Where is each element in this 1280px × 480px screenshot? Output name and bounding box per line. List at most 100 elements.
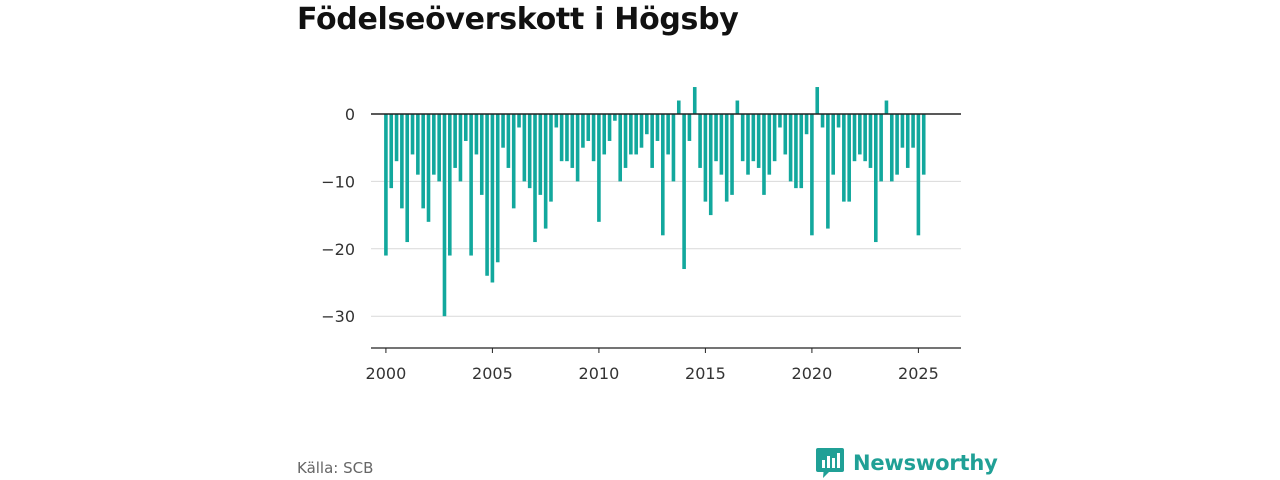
- y-tick-label: 0: [345, 105, 355, 124]
- bar: [586, 114, 591, 141]
- bar: [703, 114, 708, 202]
- bar: [698, 114, 702, 168]
- bar: [842, 114, 846, 202]
- bar: [575, 114, 580, 182]
- bar: [389, 114, 394, 189]
- chart-title: Födelseöverskott i Högsby: [297, 2, 739, 37]
- bar: [527, 114, 532, 189]
- bar: [730, 114, 734, 195]
- bar: [474, 114, 479, 155]
- bar: [767, 114, 772, 175]
- bar: [650, 114, 654, 168]
- bar: [671, 114, 676, 182]
- bar: [581, 114, 585, 148]
- bar: [905, 114, 910, 168]
- bar: [810, 114, 814, 236]
- bar: [884, 100, 889, 114]
- bar: [756, 114, 761, 168]
- bar: [522, 114, 527, 182]
- bar: [613, 114, 617, 121]
- y-tick-label: −10: [321, 172, 355, 191]
- bar: [634, 114, 638, 155]
- bar: [549, 114, 553, 202]
- bar: [394, 114, 399, 162]
- x-tick-labels: 2000 2005 2010 2015 2020 2025: [366, 364, 939, 383]
- brand-logo: Newsworthy: [815, 447, 998, 479]
- bar-series: [384, 87, 926, 317]
- bar: [400, 114, 404, 209]
- bar: [463, 114, 468, 141]
- bar: [602, 114, 607, 155]
- bar: [469, 114, 473, 256]
- brand-name: Newsworthy: [853, 451, 998, 475]
- grid-lines: [371, 180, 961, 317]
- bar: [746, 114, 750, 175]
- source-note: Källa: SCB: [297, 459, 374, 477]
- bar: [714, 114, 718, 162]
- bar: [448, 114, 452, 256]
- bar: [490, 114, 495, 283]
- bar: [559, 114, 564, 162]
- bar: [794, 114, 798, 189]
- bar: [778, 114, 782, 128]
- bar: [533, 114, 537, 243]
- bar: [485, 114, 489, 276]
- bar: [719, 114, 724, 175]
- bar: [863, 114, 867, 162]
- x-tick-label: 2025: [898, 364, 939, 383]
- bar: [458, 114, 463, 182]
- bar: [629, 114, 633, 155]
- bar: [820, 114, 825, 128]
- bar: [687, 114, 692, 141]
- bar: [426, 114, 431, 222]
- bar: [618, 114, 623, 182]
- bar: [740, 114, 745, 162]
- bar: [889, 114, 894, 182]
- bar: [565, 114, 569, 162]
- bar: [826, 114, 830, 229]
- bar: [591, 114, 596, 162]
- x-tick-label: 2015: [685, 364, 726, 383]
- bar: [432, 114, 436, 175]
- bar: [405, 114, 410, 243]
- y-tick-label: −30: [321, 307, 355, 326]
- bar: [879, 114, 883, 182]
- bar: [410, 114, 415, 155]
- bar: [799, 114, 804, 189]
- x-tick-label: 2020: [792, 364, 833, 383]
- bar: [921, 114, 926, 175]
- bar: [570, 114, 575, 168]
- bar-chart-speech-bubble-icon: [816, 448, 844, 478]
- bar: [874, 114, 878, 243]
- bar: [724, 114, 729, 202]
- axes: [371, 113, 961, 353]
- bar: [645, 114, 649, 135]
- bar: [416, 114, 420, 175]
- y-tick-label: −20: [321, 240, 355, 259]
- bar: [783, 114, 788, 155]
- bar: [916, 114, 921, 236]
- bar: [762, 114, 766, 195]
- bar: [676, 100, 681, 114]
- x-tick-label: 2010: [579, 364, 620, 383]
- bar: [900, 114, 905, 148]
- bar: [597, 114, 601, 222]
- bar: [836, 114, 841, 128]
- bar: [623, 114, 628, 168]
- bar: [661, 114, 665, 236]
- bar: [607, 114, 612, 141]
- bar: [772, 114, 777, 162]
- bar: [847, 114, 851, 202]
- bar: [384, 114, 388, 256]
- bar: [858, 114, 862, 155]
- bar: [751, 114, 756, 162]
- bar: [815, 87, 820, 114]
- bar: [538, 114, 543, 195]
- bar: [788, 114, 793, 182]
- bar-chart: 0 −10 −20 −30 2000 2005 2010 2015 2020 2025: [321, 87, 961, 383]
- x-tick-label: 2005: [472, 364, 513, 383]
- bar: [708, 114, 713, 216]
- bar: [852, 114, 857, 162]
- bar: [804, 114, 809, 135]
- bar: [421, 114, 425, 209]
